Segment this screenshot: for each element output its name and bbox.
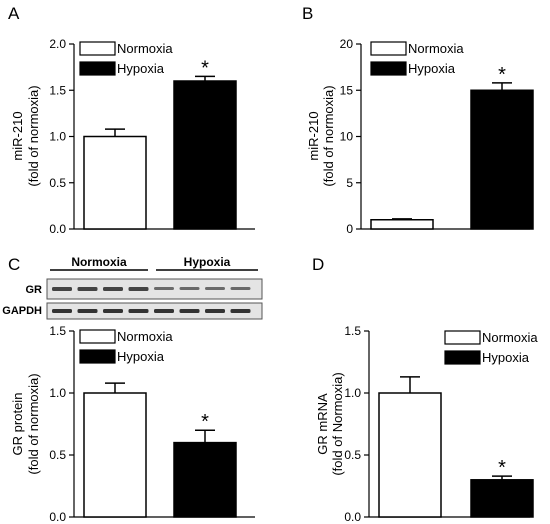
panel-letter-b: B: [302, 4, 313, 23]
y-tick-label: 15: [340, 83, 354, 97]
blot-gapdh-bands: [52, 309, 251, 313]
bar-normoxia: [83, 135, 147, 230]
chart-b-mir210-invitro: 0 5 10 15 20 miR-210 (fold of normoxia) * Normox…: [306, 37, 534, 236]
legend-swatch-normoxia: [79, 41, 116, 56]
y-tick-label: 1.5: [49, 83, 66, 97]
gr-band: [154, 287, 174, 290]
significance-star: *: [498, 457, 506, 479]
gr-band: [77, 287, 98, 291]
y-tick-label: 1.0: [49, 386, 66, 400]
gapdh-band: [179, 309, 200, 313]
gapdh-band: [154, 309, 174, 313]
legend-label-hypoxia: Hypoxia: [117, 349, 165, 364]
gapdh-band: [77, 309, 98, 313]
y-tick-label: 0.0: [49, 222, 66, 236]
y-tick-label: 5: [346, 176, 353, 190]
panel-letter-d: D: [312, 255, 324, 274]
bar-normoxia: [378, 392, 442, 518]
chart-c-gr-protein: 0.0 0.5 1.0 1.5 GR protein (fold of normoxia)…: [10, 324, 255, 524]
y-axis-title: (fold of Normoxia): [330, 372, 345, 475]
panel-letter-c: C: [8, 255, 20, 274]
bar-hypoxia: [173, 80, 237, 230]
chart-a-mir210-invivo: 0.0 0.5 1.0 1.5 2.0 miR-210 (fold of normoxia)…: [10, 37, 255, 236]
y-tick-label: 1.5: [344, 324, 361, 338]
y-axis-title: GR protein: [10, 393, 25, 456]
y-tick-label: 1.5: [49, 324, 66, 338]
gr-band: [205, 287, 225, 290]
legend-label-hypoxia: Hypoxia: [408, 61, 456, 76]
bar-normoxia: [370, 219, 434, 230]
y-axis-title: miR-210: [10, 111, 25, 160]
gr-band: [128, 287, 149, 291]
panel-letter-a: A: [8, 4, 20, 23]
significance-star: *: [201, 411, 209, 433]
legend-swatch-normoxia: [79, 329, 116, 344]
gr-band: [179, 287, 200, 290]
blot-header-hypoxia: Hypoxia: [184, 255, 231, 269]
y-tick-label: 2.0: [49, 37, 66, 51]
legend-label-hypoxia: Hypoxia: [117, 61, 165, 76]
y-tick-label: 0.0: [344, 510, 361, 524]
legend-label-normoxia: Normoxia: [117, 329, 173, 344]
legend-swatch-hypoxia: [370, 61, 407, 76]
gr-band: [103, 287, 123, 291]
legend-label-normoxia: Normoxia: [408, 41, 464, 56]
gapdh-band: [103, 309, 123, 313]
legend-swatch-normoxia: [370, 41, 407, 56]
y-tick-label: 10: [340, 130, 354, 144]
blot-header-normoxia: Normoxia: [71, 255, 127, 269]
legend-swatch-normoxia: [444, 330, 481, 345]
gapdh-band: [128, 309, 149, 313]
y-tick-label: 0.5: [344, 448, 361, 462]
y-tick-label: 1.0: [49, 130, 66, 144]
chart-d-gr-mrna: 0.0 0.5 1.0 1.5 GR mRNA (fold of Normoxia) * No…: [315, 324, 538, 524]
bar-hypoxia: [470, 479, 534, 518]
gapdh-band: [205, 309, 225, 313]
y-axis-title: (fold of normoxia): [321, 85, 336, 186]
bar-normoxia: [83, 392, 147, 518]
legend-swatch-hypoxia: [79, 349, 116, 364]
y-tick-label: 0.5: [49, 176, 66, 190]
significance-star: *: [201, 57, 209, 79]
y-tick-label: 20: [340, 37, 354, 51]
bar-hypoxia: [470, 89, 534, 230]
western-blot: Normoxia Hypoxia GR GAPDH: [2, 255, 263, 320]
y-tick-label: 0: [346, 222, 353, 236]
legend-label-normoxia: Normoxia: [117, 41, 173, 56]
gr-band: [230, 287, 251, 290]
bar-hypoxia: [173, 441, 237, 518]
legend-swatch-hypoxia: [444, 350, 481, 365]
y-tick-label: 1.0: [344, 386, 361, 400]
y-axis-title: miR-210: [306, 111, 321, 160]
y-axis-title: (fold of normoxia): [26, 373, 41, 474]
legend-swatch-hypoxia: [79, 61, 116, 76]
gapdh-band: [230, 309, 251, 313]
blot-row-label-gapdh: GAPDH: [2, 305, 42, 317]
legend-label-normoxia: Normoxia: [482, 330, 538, 345]
gapdh-band: [52, 309, 72, 313]
y-axis-title: (fold of normoxia): [26, 85, 41, 186]
blot-gr-bands: [52, 287, 251, 291]
blot-row-label-gr: GR: [26, 284, 43, 296]
y-tick-label: 0.5: [49, 448, 66, 462]
legend-label-hypoxia: Hypoxia: [482, 350, 530, 365]
y-tick-label: 0.0: [49, 510, 66, 524]
significance-star: *: [498, 64, 506, 86]
gr-band: [52, 287, 72, 291]
y-axis-title: GR mRNA: [315, 393, 330, 455]
